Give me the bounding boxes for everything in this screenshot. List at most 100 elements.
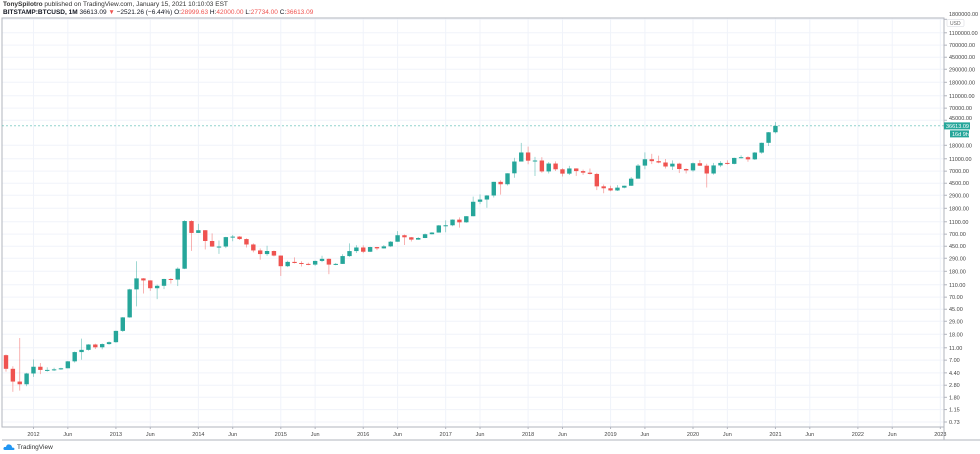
- candle[interactable]: [10, 366, 16, 392]
- candle[interactable]: [690, 162, 696, 172]
- candle[interactable]: [340, 254, 345, 265]
- candle[interactable]: [182, 220, 187, 270]
- candle[interactable]: [388, 240, 393, 248]
- candle[interactable]: [17, 338, 22, 391]
- candle[interactable]: [257, 248, 263, 260]
- candle[interactable]: [422, 233, 428, 239]
- candle[interactable]: [773, 122, 778, 134]
- candle[interactable]: [278, 255, 283, 276]
- candle[interactable]: [230, 234, 235, 242]
- candle[interactable]: [244, 238, 249, 248]
- candle[interactable]: [429, 232, 435, 235]
- candle[interactable]: [354, 245, 359, 253]
- candle[interactable]: [766, 131, 771, 146]
- candle[interactable]: [141, 278, 146, 294]
- candle[interactable]: [251, 243, 256, 253]
- author-name[interactable]: TonySpilotro: [3, 1, 43, 8]
- candle[interactable]: [395, 231, 400, 242]
- candle[interactable]: [402, 234, 407, 246]
- candle[interactable]: [216, 240, 222, 254]
- candle[interactable]: [292, 257, 297, 264]
- candle[interactable]: [374, 246, 380, 251]
- candle[interactable]: [285, 260, 290, 268]
- candle[interactable]: [718, 161, 723, 168]
- candle[interactable]: [51, 367, 57, 372]
- candle[interactable]: [656, 155, 661, 164]
- candle[interactable]: [120, 316, 125, 332]
- candle[interactable]: [312, 260, 318, 266]
- candle[interactable]: [491, 181, 496, 198]
- candle[interactable]: [31, 359, 36, 377]
- candle[interactable]: [525, 146, 531, 165]
- candle[interactable]: [567, 165, 572, 176]
- candle[interactable]: [457, 217, 462, 228]
- candle[interactable]: [326, 258, 332, 275]
- candle[interactable]: [663, 159, 668, 169]
- candle[interactable]: [209, 233, 215, 247]
- candle[interactable]: [608, 185, 613, 192]
- candle[interactable]: [464, 216, 469, 223]
- candle[interactable]: [670, 160, 675, 170]
- candle[interactable]: [203, 230, 208, 250]
- candle[interactable]: [99, 343, 105, 350]
- candle[interactable]: [127, 288, 132, 318]
- candle[interactable]: [223, 236, 229, 249]
- candle[interactable]: [704, 163, 709, 188]
- candle[interactable]: [367, 246, 373, 253]
- candle[interactable]: [752, 151, 758, 161]
- candle[interactable]: [196, 223, 201, 233]
- candle[interactable]: [553, 161, 558, 172]
- candle[interactable]: [106, 341, 112, 345]
- candle[interactable]: [319, 255, 325, 263]
- candle[interactable]: [615, 185, 620, 191]
- candle[interactable]: [677, 162, 682, 174]
- candle[interactable]: [649, 153, 654, 165]
- candle[interactable]: [86, 344, 91, 351]
- candle[interactable]: [574, 168, 579, 176]
- candle[interactable]: [505, 173, 510, 186]
- candle[interactable]: [148, 280, 153, 291]
- candle[interactable]: [560, 168, 565, 177]
- candle[interactable]: [498, 180, 503, 195]
- candle[interactable]: [93, 343, 98, 350]
- candle[interactable]: [79, 338, 84, 360]
- candle[interactable]: [45, 367, 50, 372]
- candle[interactable]: [381, 245, 387, 249]
- candle[interactable]: [72, 351, 77, 363]
- candle[interactable]: [168, 278, 174, 284]
- candle[interactable]: [450, 219, 455, 227]
- candle[interactable]: [264, 245, 270, 256]
- candle[interactable]: [361, 245, 366, 254]
- candle[interactable]: [161, 278, 167, 290]
- candle[interactable]: [436, 224, 442, 233]
- candle[interactable]: [154, 284, 160, 300]
- candle[interactable]: [622, 185, 627, 189]
- candle[interactable]: [443, 220, 448, 233]
- candle[interactable]: [642, 152, 648, 170]
- candle[interactable]: [58, 367, 64, 370]
- candle[interactable]: [759, 142, 764, 154]
- candle[interactable]: [409, 237, 414, 242]
- candle[interactable]: [306, 262, 311, 266]
- candle[interactable]: [175, 267, 180, 287]
- candle[interactable]: [519, 142, 524, 162]
- candle[interactable]: [683, 168, 689, 174]
- candle[interactable]: [65, 360, 71, 369]
- candle[interactable]: [134, 261, 139, 307]
- candle[interactable]: [113, 330, 119, 343]
- candle[interactable]: [628, 177, 634, 186]
- candle[interactable]: [587, 168, 593, 175]
- candle[interactable]: [546, 162, 551, 174]
- candle[interactable]: [38, 363, 43, 375]
- candle[interactable]: [539, 157, 545, 173]
- candle[interactable]: [732, 157, 737, 165]
- candle[interactable]: [725, 160, 730, 165]
- candle[interactable]: [711, 162, 716, 175]
- candle[interactable]: [24, 372, 29, 387]
- candle[interactable]: [333, 262, 338, 266]
- candle[interactable]: [512, 157, 517, 178]
- candle[interactable]: [601, 184, 606, 194]
- candle[interactable]: [738, 155, 744, 159]
- candle[interactable]: [484, 195, 490, 208]
- candle[interactable]: [532, 156, 538, 176]
